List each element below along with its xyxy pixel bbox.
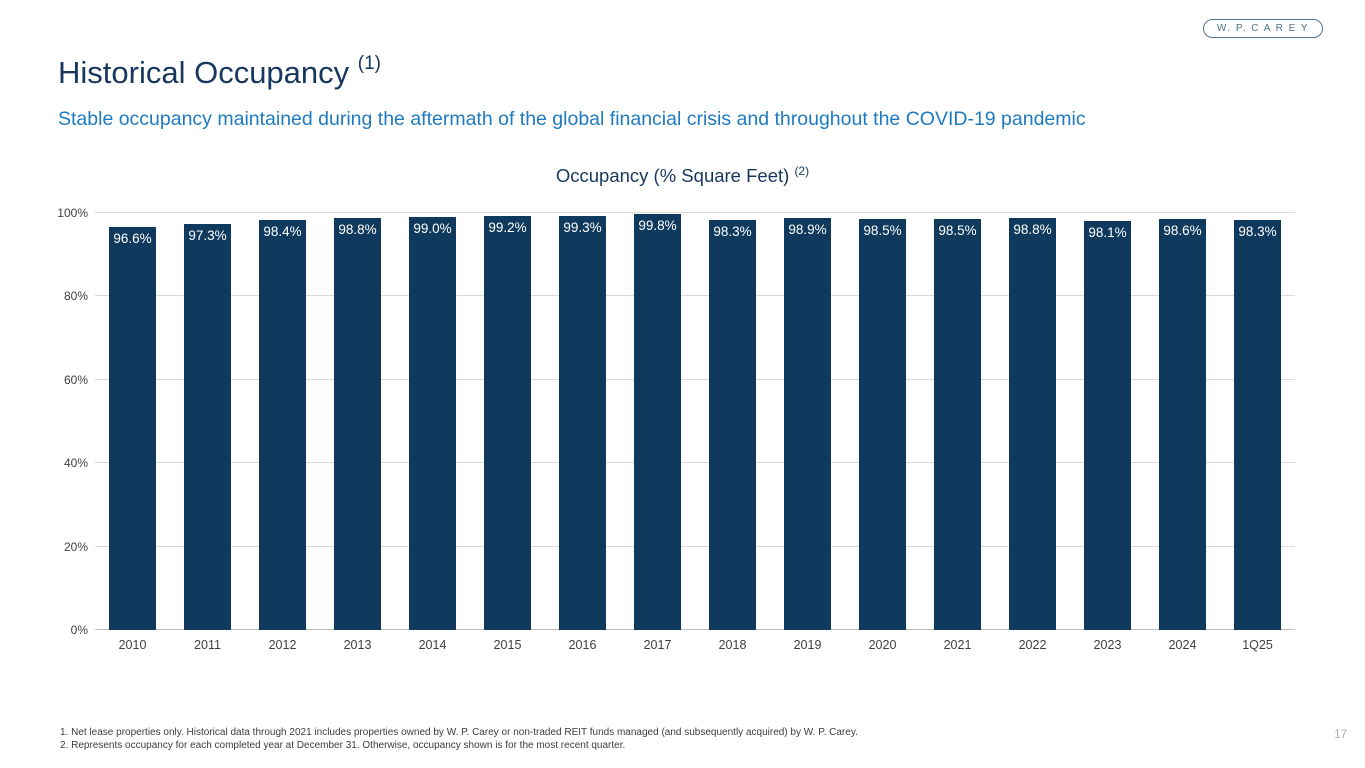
bar-2019: 98.9% bbox=[784, 217, 831, 630]
bar-cell-2017: 99.8% bbox=[620, 213, 695, 630]
x-tick-label-2010: 2010 bbox=[118, 638, 147, 652]
bar-value-label-2014: 99.0% bbox=[413, 221, 452, 237]
bar-cell-2012: 98.4% bbox=[245, 213, 320, 630]
bar-2024: 98.6% bbox=[1159, 218, 1206, 630]
bar-2012: 98.4% bbox=[259, 219, 306, 630]
logo-text: W. P. C A R E Y bbox=[1216, 23, 1310, 34]
bar-2015: 99.2% bbox=[484, 216, 531, 630]
bar-value-label-2011: 97.3% bbox=[188, 228, 227, 244]
x-tick-label-2011: 2011 bbox=[194, 638, 221, 652]
bar-value-label-2021: 98.5% bbox=[938, 223, 977, 239]
bar-cell-2010: 96.6% bbox=[95, 213, 170, 630]
bar-2011: 97.3% bbox=[184, 224, 231, 630]
bar-value-label-2013: 98.8% bbox=[338, 222, 377, 238]
x-tick-label-2014: 2014 bbox=[418, 638, 447, 652]
plot-area: 96.6% 97.3% 98.4% 98.8% 99.0% 99.2% 99.3% 99.8%… bbox=[95, 212, 1295, 630]
footnotes: 1. Net lease properties only. Historical… bbox=[60, 727, 1285, 752]
x-tick-label-2018: 2018 bbox=[718, 638, 747, 652]
bar-value-label-2019: 98.9% bbox=[788, 221, 827, 237]
bar-2022: 98.8% bbox=[1009, 218, 1056, 630]
bar-cell-2014: 99.0% bbox=[395, 213, 470, 630]
bar-cell-2011: 97.3% bbox=[170, 213, 245, 630]
bar-cell-2013: 98.8% bbox=[320, 213, 395, 630]
x-tick-label-2015: 2015 bbox=[493, 638, 522, 652]
bar-cell-1Q25: 98.3% bbox=[1220, 213, 1295, 630]
y-tick-label-40%: 40% bbox=[63, 456, 88, 471]
bar-value-label-2024: 98.6% bbox=[1163, 222, 1202, 238]
chart-title-footnote-ref: (2) bbox=[794, 164, 810, 178]
bars-container: 96.6% 97.3% 98.4% 98.8% 99.0% 99.2% 99.3% 99.8%… bbox=[95, 213, 1295, 630]
title-footnote-ref: (1) bbox=[357, 53, 382, 74]
bar-cell-2022: 98.8% bbox=[995, 213, 1070, 630]
y-tick-label-100%: 100% bbox=[57, 206, 88, 220]
bar-cell-2018: 98.3% bbox=[695, 213, 770, 630]
bar-cell-2019: 98.9% bbox=[770, 213, 845, 630]
x-tick-label-2022: 2022 bbox=[1018, 638, 1047, 652]
bar-value-label-2020: 98.5% bbox=[863, 223, 902, 239]
x-tick-label-2020: 2020 bbox=[868, 638, 897, 652]
bar-value-label-2017: 99.8% bbox=[638, 217, 677, 233]
bar-value-label-2022: 98.8% bbox=[1013, 222, 1052, 238]
footnote-2: 2. Represents occupancy for each complet… bbox=[60, 739, 626, 751]
page-subtitle: Stable occupancy maintained during the a… bbox=[58, 108, 1086, 130]
gridline-100% bbox=[95, 212, 1295, 213]
bar-2014: 99.0% bbox=[409, 217, 456, 630]
bar-cell-2020: 98.5% bbox=[845, 213, 920, 630]
bar-cell-2016: 99.3% bbox=[545, 213, 620, 630]
y-tick-label-60%: 60% bbox=[63, 372, 88, 387]
gridline-60% bbox=[95, 378, 1295, 380]
bar-value-label-2015: 99.2% bbox=[488, 220, 527, 236]
bar-value-label-2012: 98.4% bbox=[263, 223, 302, 239]
bar-cell-2024: 98.6% bbox=[1145, 213, 1220, 630]
x-tick-label-2024: 2024 bbox=[1168, 638, 1197, 652]
bar-2010: 96.6% bbox=[109, 227, 156, 630]
bar-cell-2023: 98.1% bbox=[1070, 213, 1145, 630]
bar-1Q25: 98.3% bbox=[1234, 220, 1281, 630]
gridline-80% bbox=[95, 295, 1295, 297]
bar-2020: 98.5% bbox=[859, 219, 906, 630]
gridline-0% bbox=[95, 629, 1295, 630]
x-tick-label-2023: 2023 bbox=[1093, 638, 1122, 652]
bar-value-label-2018: 98.3% bbox=[713, 224, 752, 240]
bar-value-label-2016: 99.3% bbox=[563, 219, 602, 235]
bar-2021: 98.5% bbox=[934, 219, 981, 630]
x-tick-label-2021: 2021 bbox=[943, 638, 972, 652]
bar-2018: 98.3% bbox=[709, 220, 756, 630]
chart-title-text: Occupancy (% Square Feet) bbox=[555, 165, 790, 186]
wp-carey-logo: W. P. C A R E Y bbox=[1203, 19, 1323, 38]
chart-title: Occupancy (% Square Feet) (2) bbox=[0, 164, 1365, 187]
bar-value-label-2010: 96.6% bbox=[113, 231, 152, 247]
x-tick-label-2017: 2017 bbox=[643, 638, 672, 652]
page-title: Historical Occupancy (1) bbox=[58, 53, 381, 91]
y-axis: 0% 20% 40% 60% 80% 100% bbox=[57, 206, 92, 637]
occupancy-bar-chart: 0% 20% 40% 60% 80% 100% 96.6% 97.3% 98.4% 98.8% 9… bbox=[57, 206, 1295, 652]
x-axis: 2010 2011 2012 2013 2014 2015 2016 2017 2018 2019… bbox=[95, 638, 1295, 652]
gridline-20% bbox=[95, 545, 1295, 547]
gridline-40% bbox=[95, 462, 1295, 464]
x-tick-label-1Q25: 1Q25 bbox=[1242, 638, 1273, 652]
x-tick-label-2012: 2012 bbox=[268, 638, 297, 652]
page-number: 17 bbox=[1334, 729, 1347, 741]
bar-2016: 99.3% bbox=[559, 215, 606, 630]
x-tick-label-2013: 2013 bbox=[343, 638, 372, 652]
footnote-1: 1. Net lease properties only. Historical… bbox=[60, 727, 858, 738]
bar-2023: 98.1% bbox=[1084, 220, 1131, 630]
x-tick-label-2019: 2019 bbox=[793, 638, 822, 652]
bar-cell-2021: 98.5% bbox=[920, 213, 995, 630]
y-tick-label-20%: 20% bbox=[63, 539, 88, 554]
y-tick-label-80%: 80% bbox=[63, 289, 88, 304]
bar-2017: 99.8% bbox=[634, 213, 681, 630]
bar-value-label-2023: 98.1% bbox=[1088, 224, 1127, 240]
x-tick-label-2016: 2016 bbox=[568, 638, 597, 652]
page-title-text: Historical Occupancy bbox=[58, 55, 350, 90]
y-tick-label-0%: 0% bbox=[70, 623, 88, 637]
bar-2013: 98.8% bbox=[334, 218, 381, 630]
bar-value-label-1Q25: 98.3% bbox=[1238, 224, 1277, 240]
bar-cell-2015: 99.2% bbox=[470, 213, 545, 630]
